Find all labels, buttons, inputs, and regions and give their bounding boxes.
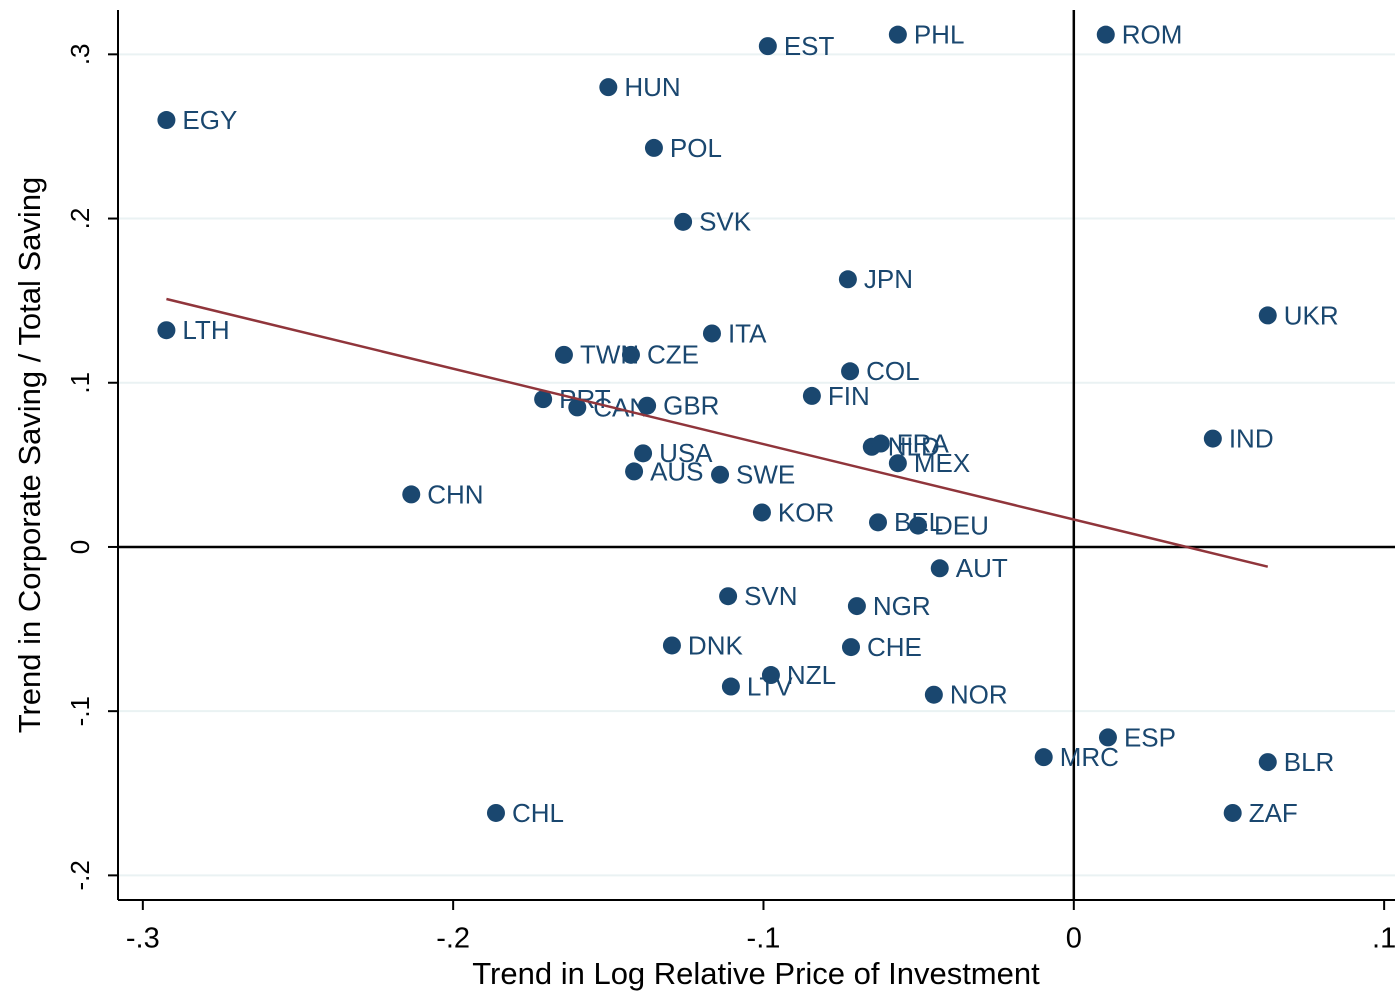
- point-label: LTV: [747, 671, 793, 701]
- fit-line: [166, 297, 1269, 568]
- y-tick-label: .3: [65, 43, 95, 65]
- point-label: IND: [1229, 423, 1274, 453]
- point: [721, 677, 740, 696]
- point: [1098, 728, 1117, 747]
- point-label: SWE: [736, 460, 795, 490]
- point: [662, 636, 681, 655]
- point-label: MRC: [1060, 742, 1119, 772]
- point: [847, 597, 866, 616]
- point: [402, 485, 421, 504]
- point-label: GBR: [663, 391, 719, 421]
- point-label: FRA: [897, 428, 950, 458]
- point-label: EST: [784, 31, 835, 61]
- point: [1223, 803, 1242, 822]
- point-label: ROM: [1122, 20, 1183, 50]
- point-label: KOR: [778, 497, 834, 527]
- y-tick-label: .1: [65, 372, 95, 394]
- x-tick-label: .1: [1372, 923, 1395, 955]
- point-label: COL: [866, 356, 919, 386]
- point: [841, 362, 860, 381]
- point: [802, 386, 821, 405]
- point: [868, 513, 887, 532]
- point: [599, 78, 618, 97]
- point: [888, 25, 907, 44]
- point: [758, 37, 777, 56]
- x-tick-label: -.2: [436, 923, 470, 955]
- point-label: AUS: [650, 456, 703, 486]
- point-label: NZL: [787, 660, 836, 690]
- point: [841, 638, 860, 657]
- y-tick-label: -.1: [65, 696, 95, 726]
- point-label: USA: [659, 438, 713, 468]
- point: [1258, 306, 1277, 325]
- point: [888, 454, 907, 473]
- point-label: UKR: [1284, 300, 1339, 330]
- point: [761, 666, 780, 685]
- point: [634, 444, 653, 463]
- point: [711, 465, 730, 484]
- point: [909, 516, 928, 535]
- point: [621, 345, 640, 364]
- point: [534, 390, 553, 409]
- point-label: CZE: [647, 340, 699, 370]
- point-label: CHL: [512, 798, 564, 828]
- y-tick-label: 0: [65, 540, 95, 554]
- point: [157, 111, 176, 130]
- x-tick-label: -.1: [747, 923, 781, 955]
- point: [1034, 748, 1053, 767]
- point-label: DNK: [688, 630, 744, 660]
- y-tick-label: .2: [65, 208, 95, 230]
- point-label: ITA: [728, 318, 767, 348]
- point: [838, 270, 857, 289]
- point: [157, 321, 176, 340]
- point: [625, 462, 644, 481]
- x-tick-label: 0: [1066, 923, 1082, 955]
- point: [554, 345, 573, 364]
- point-label: LTH: [182, 315, 229, 345]
- point-label: EGY: [182, 105, 237, 135]
- point-label: FIN: [828, 381, 870, 411]
- point-label: ESP: [1124, 722, 1176, 752]
- point: [702, 324, 721, 343]
- point: [930, 559, 949, 578]
- point: [1096, 25, 1115, 44]
- point-label: BLR: [1284, 747, 1335, 777]
- point: [644, 138, 663, 157]
- x-axis-title: Trend in Log Relative Price of Investmen…: [472, 956, 1040, 991]
- point-label: SVN: [744, 581, 797, 611]
- point-label: MEX: [914, 448, 970, 478]
- point: [1203, 429, 1222, 448]
- point-label: SVK: [699, 207, 752, 237]
- point-label: CHE: [867, 632, 922, 662]
- point: [924, 685, 943, 704]
- point: [638, 396, 657, 415]
- point: [486, 803, 505, 822]
- point-label: AUT: [956, 553, 1008, 583]
- point-label: JPN: [864, 264, 913, 294]
- point-label: NOR: [950, 680, 1008, 710]
- x-tick-label: -.3: [126, 923, 160, 955]
- point: [674, 212, 693, 231]
- point: [568, 398, 587, 417]
- point: [1258, 753, 1277, 772]
- point: [719, 587, 738, 606]
- point-label: NGR: [873, 591, 931, 621]
- point: [871, 434, 890, 453]
- point: [752, 503, 771, 522]
- point-label: HUN: [624, 72, 680, 102]
- y-tick-label: -.2: [65, 860, 95, 890]
- point-label: DEU: [934, 510, 989, 540]
- point-label: ZAF: [1249, 798, 1298, 828]
- y-axis-title: Trend in Corporate Saving / Total Saving: [12, 177, 47, 734]
- point-label: PHL: [914, 20, 965, 50]
- point-label: POL: [670, 133, 722, 163]
- point-label: CHN: [427, 479, 483, 509]
